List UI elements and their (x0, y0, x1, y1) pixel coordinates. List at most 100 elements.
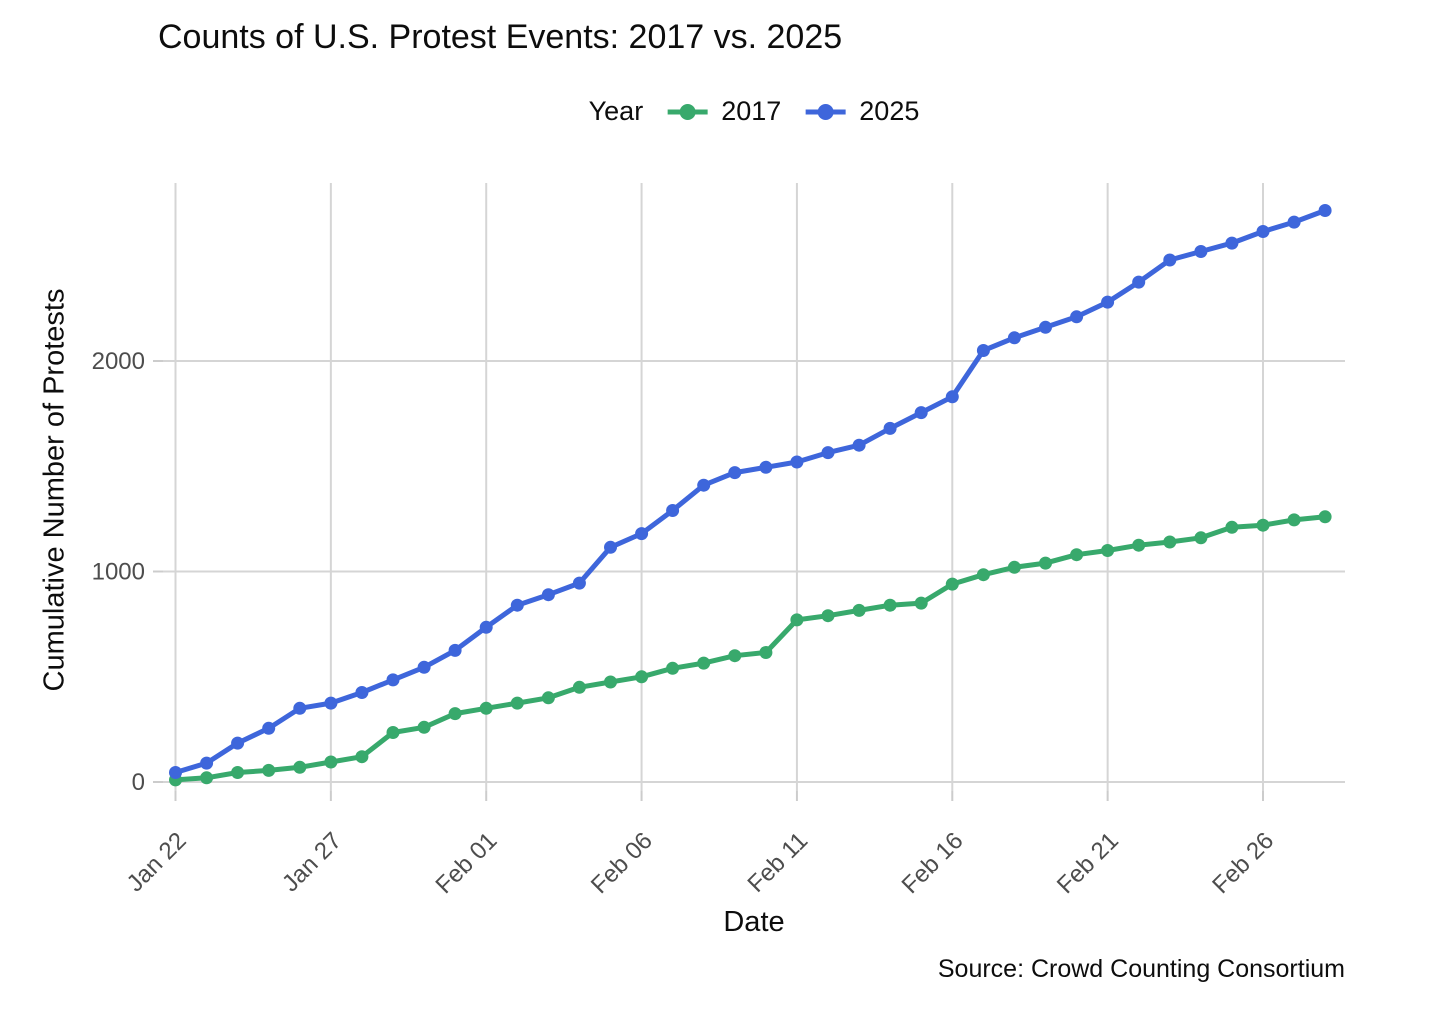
data-point-2025 (697, 478, 711, 492)
data-point-2025 (1318, 204, 1332, 217)
legend-label-2017: 2017 (721, 96, 782, 126)
legend-title: Year (588, 96, 644, 126)
x-tick-label: Jan 27 (277, 827, 347, 897)
data-point-2017 (293, 760, 307, 774)
data-point-2025 (914, 406, 928, 420)
data-point-2025 (883, 421, 897, 435)
data-point-2017 (666, 661, 680, 675)
x-tick-label: Jan 22 (122, 827, 192, 897)
data-point-2025 (1256, 225, 1270, 238)
series-line-2017 (175, 514, 1326, 783)
data-point-2017 (1194, 531, 1208, 545)
data-point-2025 (821, 446, 835, 460)
data-point-2025 (262, 721, 276, 735)
data-point-2017 (200, 771, 214, 785)
data-point-2025 (1132, 275, 1146, 289)
data-point-2017 (417, 720, 431, 734)
data-point-2017 (386, 726, 400, 739)
data-point-2017 (1039, 556, 1052, 570)
data-point-2017 (852, 603, 866, 617)
data-point-2025 (541, 588, 555, 602)
data-point-2025 (200, 756, 214, 770)
data-point-2017 (883, 598, 897, 612)
data-point-2025 (1194, 245, 1208, 258)
data-point-2017 (976, 568, 990, 582)
data-point-2025 (324, 696, 338, 710)
data-point-2025 (1101, 295, 1115, 309)
data-point-2025 (945, 390, 959, 404)
data-point-2025 (1163, 253, 1177, 267)
data-point-2025 (852, 438, 866, 452)
data-point-2025 (169, 766, 182, 779)
data-point-2025 (604, 540, 617, 554)
data-point-2025 (448, 643, 462, 657)
data-point-2017 (945, 577, 959, 591)
data-point-2025 (1039, 320, 1052, 334)
x-tick-label: Feb 01 (431, 827, 503, 899)
data-point-2017 (759, 646, 773, 659)
data-point-2025 (1287, 215, 1301, 229)
data-point-2025 (479, 620, 493, 634)
data-point-2017 (541, 691, 555, 705)
legend-key-2017-icon (667, 103, 708, 120)
data-point-2017 (510, 696, 524, 710)
x-tick-label: Feb 06 (586, 827, 658, 899)
data-point-2025 (293, 701, 307, 715)
data-point-2017 (1256, 518, 1270, 532)
legend: Year 2017 2025 (589, 96, 920, 127)
legend-key-2025-icon (805, 103, 846, 120)
x-tick-label: Feb 16 (897, 827, 969, 899)
data-point-2017 (1163, 535, 1177, 549)
data-point-2025 (635, 527, 649, 541)
data-point-2025 (355, 686, 369, 699)
data-point-2017 (1101, 544, 1115, 557)
data-point-2017 (262, 763, 276, 777)
data-point-2025 (790, 455, 804, 469)
data-point-2025 (1070, 310, 1084, 324)
data-point-2017 (1007, 560, 1021, 574)
data-point-2017 (479, 701, 493, 715)
data-point-2017 (635, 670, 649, 684)
data-point-2017 (1225, 520, 1239, 534)
data-point-2017 (821, 609, 835, 623)
x-tick-label: Feb 11 (743, 827, 814, 898)
data-point-2025 (728, 466, 742, 480)
chart-title: Counts of U.S. Protest Events: 2017 vs. … (158, 18, 843, 56)
legend-item-2017: 2017 (665, 96, 781, 127)
y-tick-label: 2000 (92, 348, 145, 375)
data-point-2017 (1070, 548, 1084, 562)
data-point-2017 (604, 675, 617, 689)
legend-label-2025: 2025 (859, 96, 920, 126)
data-point-2017 (324, 755, 338, 769)
data-point-2017 (1287, 513, 1301, 527)
x-tick-label: Feb 26 (1207, 827, 1279, 899)
data-point-2017 (231, 766, 245, 779)
data-point-2025 (759, 460, 773, 474)
y-tick-label: 1000 (92, 559, 145, 586)
series-line-2025 (174, 208, 1326, 775)
data-point-2025 (417, 660, 431, 674)
data-point-2025 (666, 504, 680, 517)
data-point-2017 (572, 680, 586, 694)
data-point-2025 (572, 576, 586, 590)
data-point-2025 (1225, 236, 1239, 250)
data-point-2017 (1132, 538, 1146, 552)
y-tick-label: 0 (132, 769, 145, 796)
data-point-2017 (355, 750, 369, 764)
x-tick-label: Feb 21 (1052, 827, 1124, 899)
data-point-2017 (448, 707, 462, 721)
data-point-2025 (976, 344, 990, 357)
data-point-2025 (386, 673, 400, 687)
data-point-2017 (728, 649, 742, 663)
x-axis-title: Date (723, 906, 785, 938)
data-point-2017 (697, 656, 711, 670)
data-point-2017 (1318, 510, 1332, 524)
source-note: Source: Crowd Counting Consortium (937, 955, 1345, 983)
data-point-2017 (790, 613, 804, 627)
data-point-2017 (914, 596, 928, 610)
data-point-2025 (231, 736, 245, 750)
legend-item-2025: 2025 (803, 96, 919, 127)
data-point-2025 (510, 598, 524, 612)
